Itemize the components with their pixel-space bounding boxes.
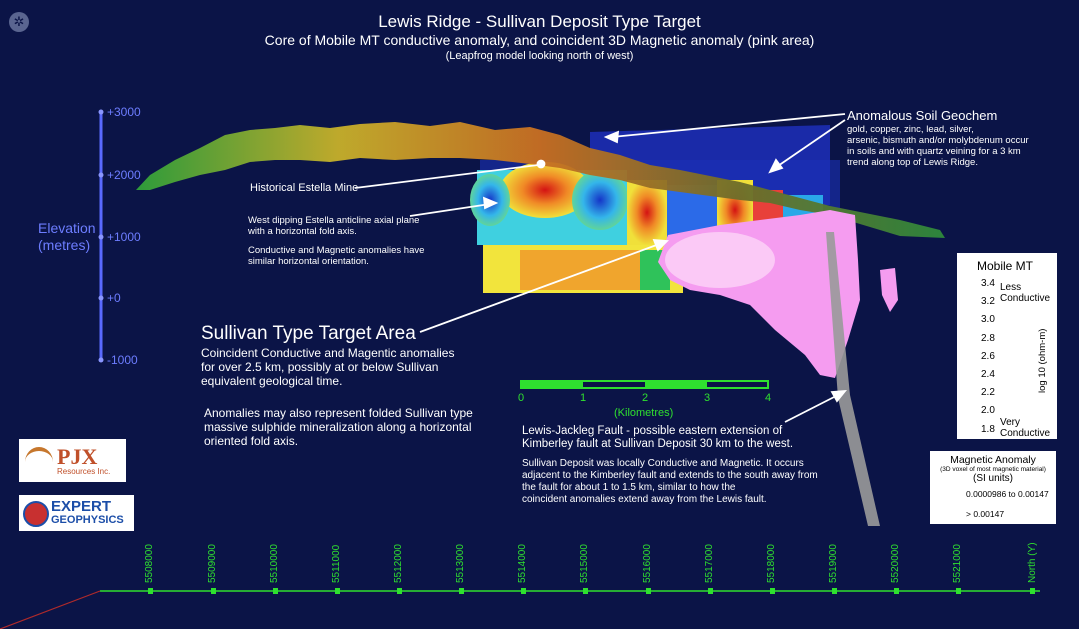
mag-legend-units: (SI units) [972, 473, 1013, 484]
soil-geochem-title: Anomalous Soil Geochem [847, 108, 998, 123]
elev-tick-mark [98, 357, 104, 363]
northing-label: 5520000 [890, 544, 901, 583]
elev-tick-label: +1000 [107, 230, 141, 244]
elev-tick-mark [98, 234, 104, 240]
northing-label: 5513000 [455, 544, 466, 583]
elev-tick-label: +0 [107, 291, 121, 305]
page-subtitle: Core of Mobile MT conductive anomaly, an… [264, 32, 815, 48]
northing-axis-label: North (Y) [1027, 542, 1038, 583]
terrain-ridge [136, 122, 945, 238]
orientation-note: Conductive and Magnetic anomalies have s… [248, 245, 425, 267]
elev-tick-label: +3000 [107, 105, 141, 119]
scale-unit: (Kilometres) [614, 407, 674, 419]
fault-note: Lewis-Jackleg Fault - possible eastern e… [522, 425, 794, 450]
anticline-note: West dipping Estella anticline axial pla… [248, 215, 420, 237]
northing-ticks [148, 588, 1035, 594]
mag-legend-item: > 0.00147 [966, 509, 1005, 519]
northing-label: 5511000 [331, 544, 342, 583]
easting-axis [0, 590, 101, 629]
target-area-text: Coincident Conductive and Magentic anoma… [201, 346, 455, 388]
elev-tick-mark [98, 172, 104, 178]
elev-tick-mark [98, 295, 104, 301]
sullivan-deposit-note: Sullivan Deposit was locally Conductive … [522, 458, 818, 505]
view-note: (Leapfrog model looking north of west) [445, 50, 634, 62]
scale-tick-label: 3 [704, 392, 711, 404]
page-title: Lewis Ridge - Sullivan Deposit Type Targ… [378, 12, 701, 31]
northing-label: 5512000 [393, 544, 404, 583]
colorbar-ticks: 3.4 3.2 3.0 2.8 2.6 2.4 2.2 2.0 1.8 [981, 278, 995, 435]
annotation-arrows [354, 113, 847, 423]
mag-legend-subtitle: (3D voxel of most magnetic material) [940, 466, 1046, 473]
pjx-logo: PJX Resources Inc. [19, 439, 126, 482]
northing-label: 5519000 [828, 544, 839, 583]
colorbar-axis-label: log 10 (ohm-m) [1037, 328, 1048, 393]
elevation-label: Elevation (metres) [38, 220, 96, 253]
northing-label: 5517000 [704, 544, 715, 583]
magnetic-anomaly-voxels [658, 210, 898, 378]
target-area-title: Sullivan Type Target Area [201, 323, 416, 344]
colorbar-title: Mobile MT [977, 259, 1034, 273]
expert-geophysics-logo: EXPERT GEOPHYSICS [19, 495, 134, 531]
scale-tick-label: 4 [765, 392, 772, 404]
northing-label: 5514000 [517, 544, 528, 583]
mag-legend-title: Magnetic Anomaly [950, 454, 1036, 466]
elev-tick-label: -1000 [107, 353, 138, 367]
northing-label: 5518000 [766, 544, 777, 583]
scale-bar [520, 380, 769, 389]
scale-tick-label: 0 [518, 392, 525, 404]
scale-tick-label: 1 [580, 392, 587, 404]
northing-label: 5508000 [144, 544, 155, 583]
colorbar-less-conductive: Less Conductive [1000, 282, 1051, 304]
northing-label: 5516000 [642, 544, 653, 583]
scale-tick-label: 2 [642, 392, 649, 404]
folded-sulphide-note: Anomalies may also represent folded Sull… [204, 406, 473, 448]
northing-label: 5509000 [207, 544, 218, 583]
mt-colorbar-legend: Mobile MT 3.4 3.2 3.0 2.8 2.6 2.4 2.2 2.0 1.… [957, 253, 1057, 439]
magnetic-legend: Magnetic Anomaly (3D voxel of most magne… [930, 451, 1056, 524]
elev-tick-label: +2000 [107, 168, 141, 182]
estella-mine-label: Historical Estella Mine [250, 182, 359, 194]
northing-label: 5510000 [269, 544, 280, 583]
northing-label: 5521000 [952, 544, 963, 583]
colorbar-very-conductive: Very Conductive [1000, 417, 1051, 439]
app-menu-icon[interactable]: ✲ [9, 12, 29, 32]
soil-geochem-text: gold, copper, zinc, lead, silver, arseni… [847, 124, 1029, 168]
mag-legend-item: 0.0000986 to 0.00147 [966, 489, 1049, 499]
fault-plane [826, 232, 880, 526]
elev-tick-mark [98, 109, 104, 115]
northing-label: 5515000 [579, 544, 590, 583]
